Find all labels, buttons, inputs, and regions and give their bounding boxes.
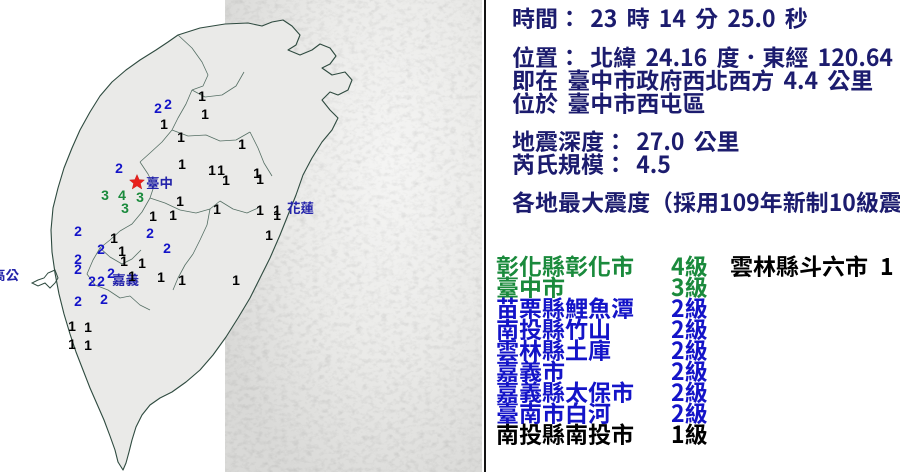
svg-text:1: 1: [232, 272, 240, 288]
svg-text:2: 2: [74, 223, 82, 239]
svg-text:3: 3: [136, 189, 144, 205]
svg-text:2: 2: [74, 261, 82, 277]
svg-text:2: 2: [97, 241, 105, 257]
svg-text:1: 1: [160, 116, 168, 132]
svg-text:1: 1: [68, 336, 76, 352]
svg-text:1: 1: [265, 227, 273, 243]
svg-text:花蓮: 花蓮: [287, 197, 314, 217]
svg-text:2: 2: [97, 273, 105, 289]
svg-text:3: 3: [101, 187, 109, 203]
svg-text:1: 1: [273, 207, 281, 223]
svg-text:1: 1: [238, 136, 246, 152]
svg-text:1: 1: [68, 318, 76, 334]
svg-text:1: 1: [177, 129, 185, 145]
svg-text:1: 1: [120, 253, 128, 269]
svg-text:2: 2: [100, 291, 108, 307]
svg-text:2: 2: [107, 265, 115, 281]
svg-text:1: 1: [84, 319, 92, 335]
svg-text:2: 2: [163, 240, 171, 256]
svg-text:臺中: 臺中: [146, 172, 173, 192]
svg-text:1: 1: [222, 172, 230, 188]
svg-text:2: 2: [164, 96, 172, 112]
svg-text:1: 1: [169, 207, 177, 223]
svg-text:1: 1: [110, 230, 118, 246]
svg-text:1: 1: [84, 337, 92, 353]
svg-text:1: 1: [128, 268, 136, 284]
svg-text:2: 2: [115, 160, 123, 176]
svg-text:1: 1: [178, 272, 186, 288]
svg-text:2: 2: [74, 293, 82, 309]
svg-text:1: 1: [178, 156, 186, 172]
svg-text:1: 1: [208, 162, 216, 178]
svg-text:1: 1: [256, 202, 264, 218]
svg-text:1: 1: [198, 88, 206, 104]
svg-text:高公: 高公: [0, 264, 19, 284]
svg-text:1: 1: [256, 171, 264, 187]
svg-text:3: 3: [121, 200, 129, 216]
svg-text:1: 1: [138, 255, 146, 271]
svg-text:1: 1: [176, 193, 184, 209]
svg-text:1: 1: [213, 201, 221, 217]
svg-text:1: 1: [157, 269, 165, 285]
svg-text:2: 2: [146, 225, 154, 241]
svg-text:1: 1: [201, 106, 209, 122]
svg-text:2: 2: [154, 100, 162, 116]
svg-text:2: 2: [88, 273, 96, 289]
svg-text:1: 1: [149, 208, 157, 224]
